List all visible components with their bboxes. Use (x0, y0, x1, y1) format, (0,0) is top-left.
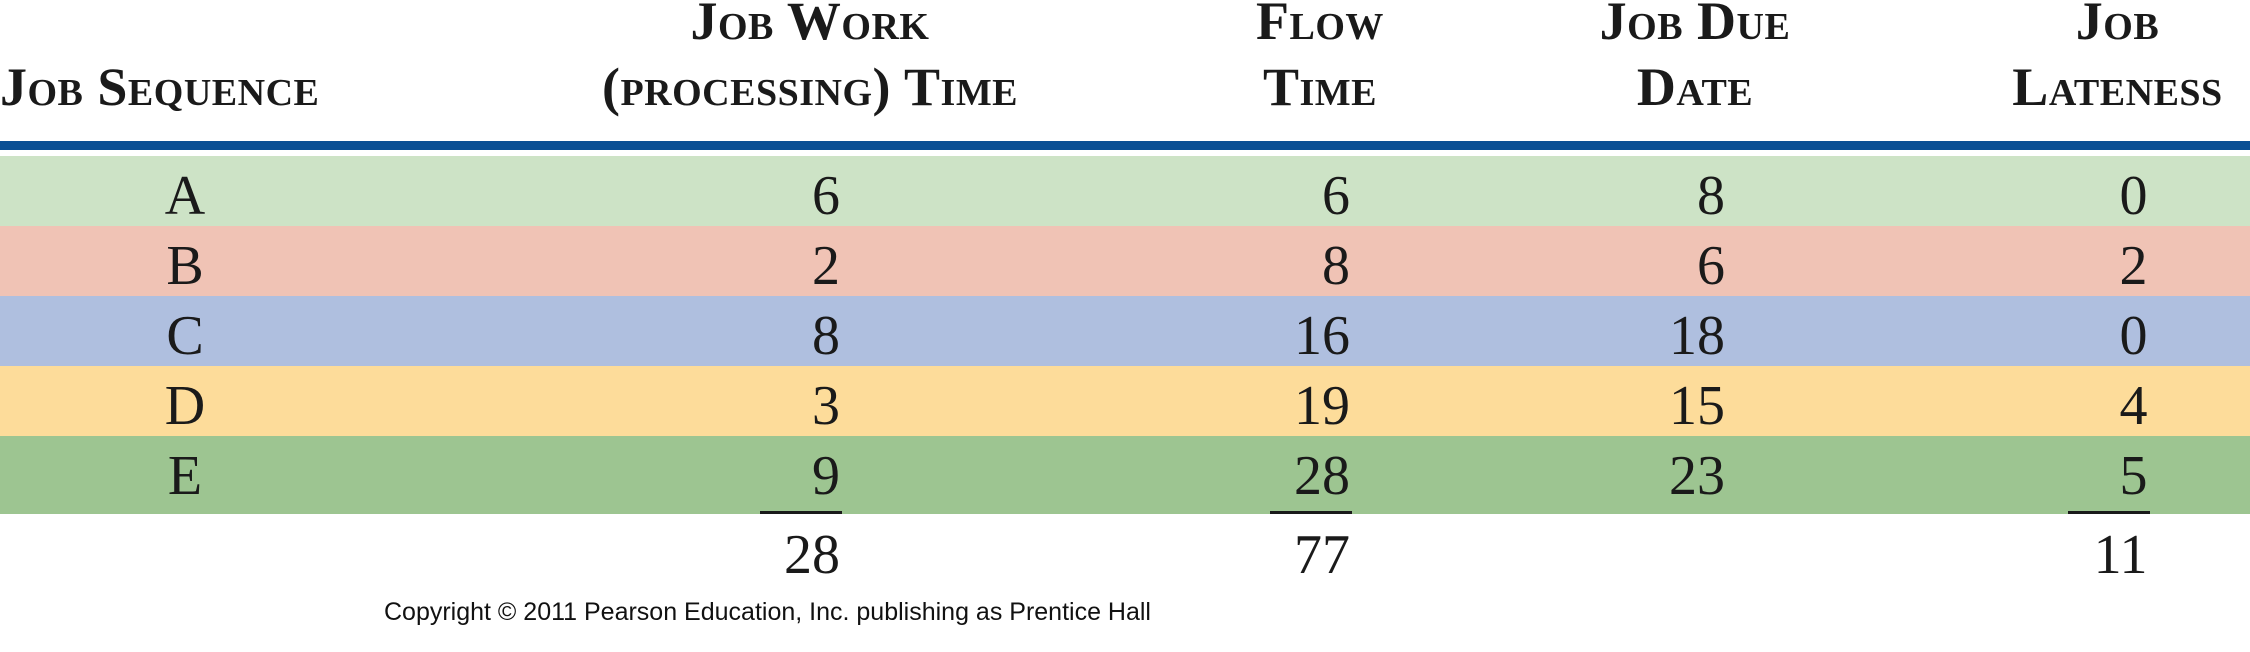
cell-job: B (166, 235, 204, 297)
cell-lateness: 0 (2119, 305, 2148, 367)
cell-lateness: 5 (1985, 436, 2250, 516)
header-flow-time: Flow Time (1256, 0, 1384, 117)
table-row-b: B 2 8 6 2 (0, 226, 2250, 297)
table-row-a: A 6 6 8 0 (0, 156, 2250, 227)
cell-flow-time: 16 (1294, 305, 1350, 367)
table-body: A 6 6 8 0 B 2 8 6 2 C 8 16 18 0 D 3 19 1… (0, 156, 2250, 514)
cell-work-time: 3 (812, 375, 840, 437)
header-divider-rule (0, 141, 2250, 150)
cell-work-time: 6 (812, 165, 840, 227)
cell-job: C (166, 305, 204, 367)
table-header: Job Sequence Job Work (processing) Time … (0, 0, 2250, 140)
table-row-c: C 8 16 18 0 (0, 296, 2250, 367)
copyright-notice: Copyright © 2011 Pearson Education, Inc.… (383, 598, 1151, 626)
header-job-sequence: Job Sequence (0, 57, 320, 117)
total-lateness: 11 (2093, 524, 2148, 586)
cell-flow-time: 6 (1322, 165, 1350, 227)
table-totals-row: 28 77 11 (0, 520, 2250, 590)
header-job-due-date: Job Due Date (1599, 0, 1791, 117)
cell-flow-time: 8 (1322, 235, 1350, 297)
table-row-d: D 3 19 15 4 (0, 366, 2250, 437)
total-flow-time: 77 (1294, 524, 1350, 586)
cell-lateness: 4 (2119, 375, 2148, 437)
cell-job: E (167, 445, 203, 507)
cell-job: D (164, 375, 206, 437)
cell-due-date: 6 (1697, 235, 1725, 297)
cell-work-time: 2 (812, 235, 840, 297)
cell-work-time: 8 (812, 305, 840, 367)
header-job-lateness: Job Lateness (2012, 0, 2223, 117)
cell-lateness: 0 (2119, 165, 2148, 227)
cell-due-date: 18 (1669, 305, 1725, 367)
cell-due-date: 8 (1697, 165, 1725, 227)
cell-due-date: 15 (1669, 375, 1725, 437)
cell-due-date: 23 (1669, 445, 1725, 507)
cell-work-time: 9 (560, 436, 1060, 516)
cell-lateness: 2 (2119, 235, 2148, 297)
cell-flow-time: 28 (1200, 436, 1440, 516)
cell-flow-time: 19 (1294, 375, 1350, 437)
cell-job: A (164, 165, 206, 227)
table-row-e: E 9 28 23 5 (0, 436, 2250, 514)
header-job-work-time: Job Work (processing) Time (601, 0, 1019, 117)
total-work-time: 28 (784, 524, 840, 586)
